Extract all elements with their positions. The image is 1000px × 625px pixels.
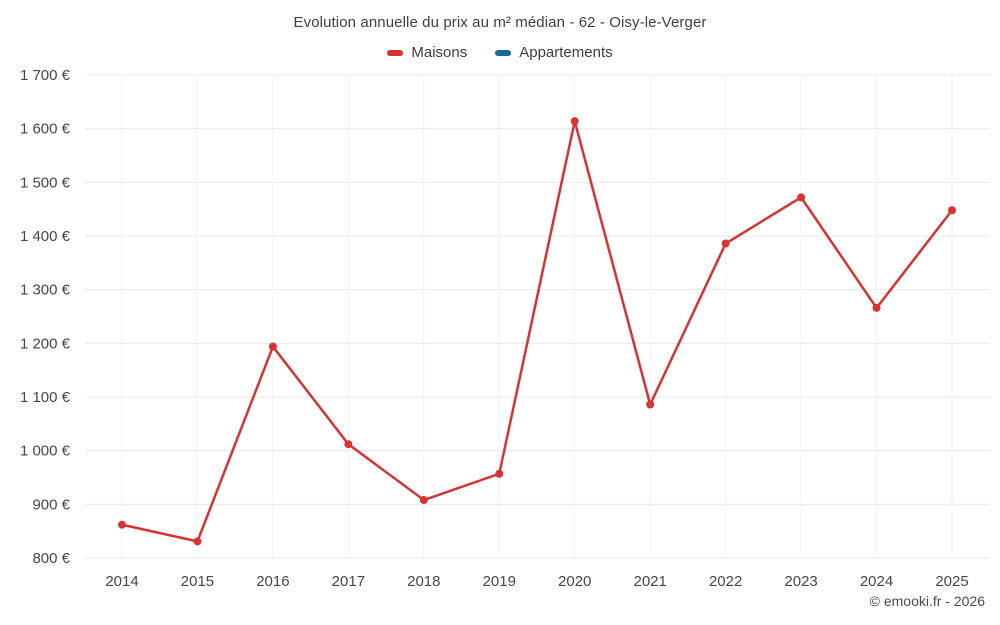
data-point[interactable] xyxy=(797,193,806,202)
legend-item-maisons[interactable]: Maisons xyxy=(387,44,467,61)
data-point[interactable] xyxy=(419,496,428,505)
y-tick-label: 900 € xyxy=(32,496,70,513)
y-tick-label: 1 100 € xyxy=(20,389,71,406)
x-tick-label: 2015 xyxy=(181,573,214,590)
y-tick-label: 1 600 € xyxy=(20,121,71,138)
y-tick-label: 1 200 € xyxy=(20,335,71,352)
x-tick-label: 2019 xyxy=(483,573,516,590)
y-tick-label: 1 000 € xyxy=(20,443,71,460)
legend-label-maisons: Maisons xyxy=(411,44,468,61)
x-tick-label: 2025 xyxy=(935,573,968,590)
x-tick-label: 2021 xyxy=(633,573,666,590)
y-tick-label: 1 300 € xyxy=(20,282,71,299)
data-point[interactable] xyxy=(495,469,504,478)
x-tick-label: 2020 xyxy=(558,573,591,590)
appartements-swatch xyxy=(495,49,512,56)
chart-legend: Maisons Appartements xyxy=(0,44,1000,61)
data-point[interactable] xyxy=(948,206,956,215)
x-tick-label: 2023 xyxy=(784,573,817,590)
x-tick-label: 2014 xyxy=(105,573,138,590)
legend-item-appartements[interactable]: Appartements xyxy=(495,44,613,61)
x-tick-label: 2024 xyxy=(860,573,893,590)
x-tick-label: 2017 xyxy=(332,573,365,590)
data-point[interactable] xyxy=(872,303,881,312)
y-tick-label: 800 € xyxy=(32,550,70,567)
data-point[interactable] xyxy=(193,537,202,546)
y-tick-label: 1 400 € xyxy=(20,228,71,245)
legend-label-appartements: Appartements xyxy=(519,44,613,61)
data-point[interactable] xyxy=(570,117,579,126)
x-tick-label: 2018 xyxy=(407,573,440,590)
data-point[interactable] xyxy=(268,342,277,351)
data-point[interactable] xyxy=(721,239,730,248)
data-point[interactable] xyxy=(646,400,655,409)
chart-title: Evolution annuelle du prix au m² médian … xyxy=(293,14,707,31)
x-tick-label: 2016 xyxy=(256,573,289,590)
data-point[interactable] xyxy=(344,440,353,449)
maisons-swatch xyxy=(387,49,404,56)
data-point[interactable] xyxy=(118,520,126,529)
series-line-maisons xyxy=(120,119,954,543)
copyright: © emooki.fr - 2026 xyxy=(869,593,985,609)
y-tick-label: 1 700 € xyxy=(20,67,71,84)
y-tick-label: 1 500 € xyxy=(20,174,71,191)
x-tick-label: 2022 xyxy=(709,573,742,590)
